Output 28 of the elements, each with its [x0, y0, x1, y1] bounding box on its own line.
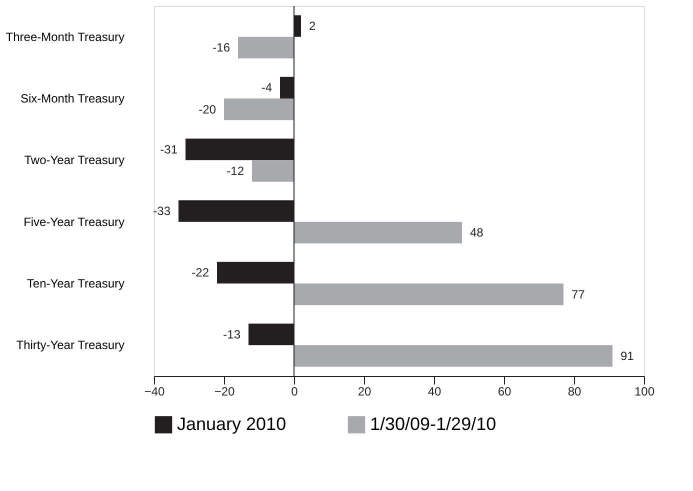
data-label: -33	[153, 204, 171, 218]
y-tick-label: Five-Year Treasury	[24, 214, 124, 229]
data-label: -31	[160, 142, 178, 156]
x-tick-label: 100	[634, 384, 655, 398]
data-label: 91	[620, 348, 634, 363]
data-label: 77	[572, 287, 586, 302]
data-label: 48	[470, 226, 484, 240]
x-tick-label: 40	[428, 384, 442, 398]
data-label: -4	[261, 80, 272, 95]
y-tick-label: Two-Year Treasury	[24, 153, 124, 168]
data-label: -20	[198, 102, 216, 116]
data-label: 2	[309, 19, 316, 34]
legend-label: January 2010	[177, 414, 286, 434]
data-label: -13	[223, 327, 241, 342]
x-tick-label: 20	[358, 384, 372, 398]
x-tick-label: 80	[568, 384, 582, 398]
data-label: -12	[226, 164, 244, 178]
y-tick-label: Three-Month Treasury	[6, 30, 124, 44]
data-label: -16	[212, 40, 230, 55]
x-tick-label: 60	[498, 384, 512, 398]
x-tick-label: −20	[214, 384, 235, 398]
data-label: -22	[192, 266, 210, 280]
y-tick-label: Thirty-Year Treasury	[16, 338, 124, 352]
x-tick-label: −40	[144, 384, 165, 398]
y-tick-label: Ten-Year Treasury	[26, 276, 124, 290]
y-tick-label: Six-Month Treasury	[20, 92, 124, 106]
legend-label: 1/30/09-1/29/10	[370, 414, 496, 434]
x-tick-label: 0	[291, 384, 298, 398]
